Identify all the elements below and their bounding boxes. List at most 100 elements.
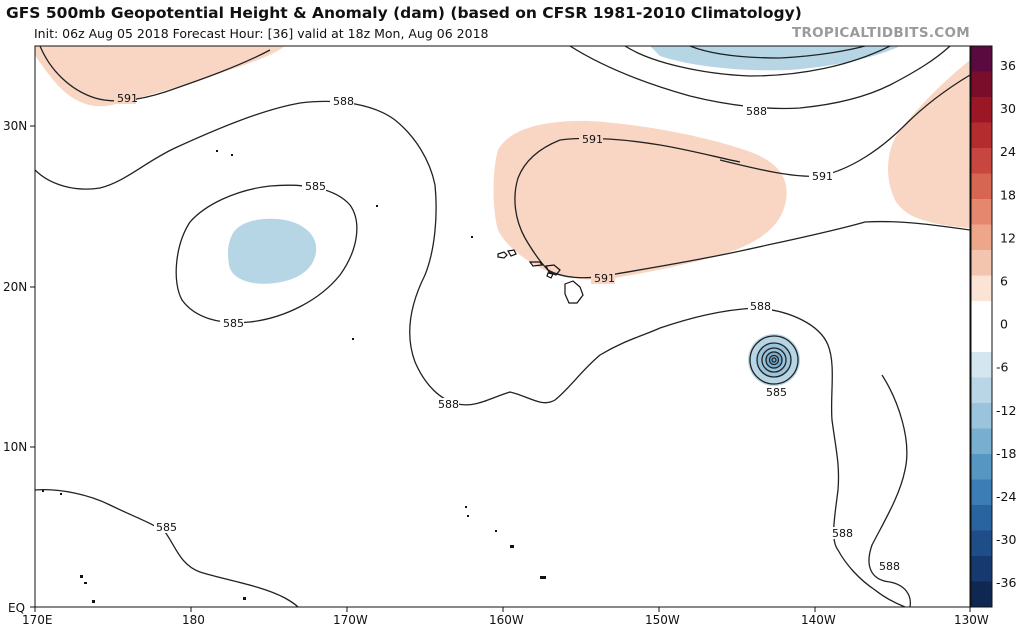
colorbar-label: -6	[996, 360, 1009, 375]
colorbar-label: -12	[996, 403, 1016, 418]
colorbar-label: -36	[996, 575, 1016, 590]
contour-label: 585	[156, 521, 177, 534]
colorbar	[970, 45, 993, 608]
contour-label: 588	[832, 527, 853, 540]
warm-anomaly-nw	[35, 46, 285, 107]
colorbar-cell	[971, 46, 992, 72]
contour-inner-arc-1	[624, 46, 891, 77]
islet	[80, 575, 83, 578]
island-lanai	[546, 272, 554, 279]
brand-label[interactable]: TROPICALTIDBITS.COM	[791, 25, 970, 41]
storm-ring-6	[771, 357, 777, 363]
colorbar-cell	[971, 301, 992, 327]
colorbar-cell	[971, 275, 992, 302]
colorbar-cell	[971, 352, 992, 378]
colorbar-label: 0	[1000, 317, 1008, 332]
colorbar-label: 12	[1000, 230, 1016, 245]
islet	[465, 506, 467, 508]
lon-label: 170W	[333, 613, 368, 627]
island-oahu	[507, 249, 517, 257]
colorbar-cell	[971, 148, 992, 174]
colorbar-label: -30	[996, 532, 1016, 547]
islet	[216, 150, 218, 152]
cold-anomaly-low	[228, 218, 317, 284]
colorbar-frame	[970, 45, 993, 608]
warm-anomaly-ne	[888, 60, 970, 228]
contour-591-ne	[719, 74, 970, 177]
islet	[495, 530, 497, 532]
storm-ring-1	[749, 335, 799, 385]
contour-label-group: 591 588 591 588 591 585 585 591 588 588 …	[114, 92, 900, 573]
contour-label: 585	[305, 180, 326, 193]
warm-anomaly-hawaii	[493, 120, 787, 280]
contour-label: 588	[438, 398, 459, 411]
contour-label: 591	[594, 272, 615, 285]
map-title: GFS 500mb Geopotential Height & Anomaly …	[6, 4, 802, 22]
contour-588-north-loop	[35, 100, 906, 607]
plot-area	[35, 46, 970, 607]
lon-label: 180	[182, 613, 205, 627]
island-maui	[545, 264, 561, 276]
coastlines	[497, 249, 584, 304]
contour-588-north-arc	[569, 46, 951, 110]
contour-label: 585	[766, 386, 787, 399]
colorbar-cell	[971, 224, 992, 251]
storm-ring-5	[768, 354, 780, 366]
contour-inner-arc-2	[689, 46, 866, 59]
contour-label: 588	[879, 560, 900, 573]
lon-label: 160W	[489, 613, 524, 627]
colorbar-cell	[971, 403, 992, 429]
colorbar-label: -18	[996, 446, 1016, 461]
storm-ring-2	[756, 342, 792, 378]
island-big-island	[564, 280, 584, 304]
cold-anomaly-storm-core	[765, 351, 783, 369]
islet	[231, 154, 233, 156]
islet	[510, 545, 514, 548]
colorbar-cell	[971, 199, 992, 225]
island-molokai	[528, 261, 544, 267]
small-islands	[42, 150, 546, 603]
colorbar-cell	[971, 479, 992, 506]
lat-label: 30N	[3, 119, 27, 133]
islet	[243, 597, 246, 600]
colorbar-cell	[971, 530, 992, 557]
colorbar-labels: 36 30 24 18 12 6 0 -6 -12 -18 -24 -30 -36	[996, 58, 1016, 590]
contour-591-nw	[39, 46, 271, 102]
contour-label: 588	[750, 300, 771, 313]
contour-588-se	[868, 374, 911, 607]
colorbar-cell	[971, 71, 992, 98]
map-subtitle: Init: 06z Aug 05 2018 Forecast Hour: [36…	[34, 26, 489, 41]
height-contours	[35, 46, 970, 607]
contour-label: 591	[582, 133, 603, 146]
islet	[540, 576, 546, 579]
lat-label: 20N	[3, 280, 27, 294]
colorbar-cell	[971, 122, 992, 149]
contour-585-sw	[35, 489, 299, 607]
islet	[376, 205, 378, 207]
colorbar-label: 18	[1000, 187, 1016, 202]
colorbar-cell	[971, 97, 992, 123]
colorbar-cell	[971, 454, 992, 480]
colorbar-cell	[971, 377, 992, 404]
islet	[60, 493, 62, 495]
colorbar-cell	[971, 173, 992, 200]
storm-ring-4	[765, 351, 783, 369]
colorbar-cell	[971, 326, 992, 353]
colorbar-cell	[971, 581, 992, 608]
contour-label: 588	[333, 95, 354, 108]
colorbar-label: 36	[1000, 58, 1016, 73]
islet	[352, 338, 354, 340]
colorbar-cell	[971, 505, 992, 531]
islet	[84, 582, 87, 584]
colorbar-label: 6	[1000, 274, 1008, 289]
colorbar-cell	[971, 250, 992, 276]
islet	[92, 600, 95, 603]
islet	[467, 515, 469, 517]
islet	[471, 236, 473, 238]
storm-ring-3	[761, 347, 787, 373]
lon-label: 140W	[801, 613, 836, 627]
lat-label: 10N	[3, 440, 27, 454]
colorbar-label: -24	[996, 489, 1016, 504]
contour-585-low	[175, 184, 358, 324]
